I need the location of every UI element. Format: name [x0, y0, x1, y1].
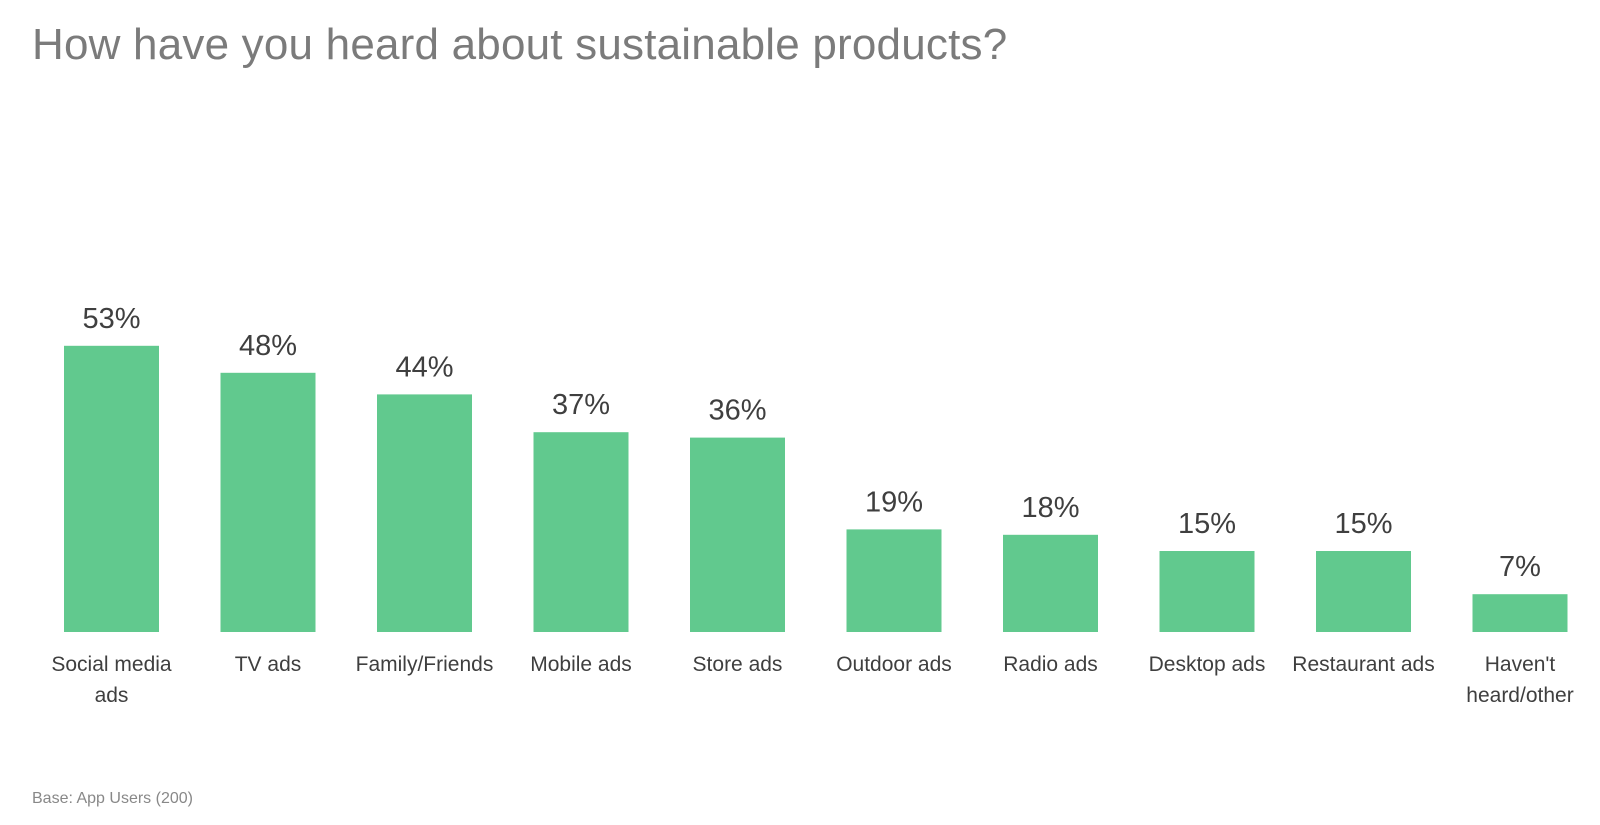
bar	[1472, 594, 1568, 632]
category-label: Radio ads	[1003, 653, 1098, 676]
bar	[1316, 551, 1411, 632]
bar	[690, 437, 785, 632]
base-footnote: Base: App Users (200)	[32, 790, 193, 807]
category-label: Store ads	[693, 653, 783, 676]
bar	[846, 529, 942, 632]
bar	[220, 372, 316, 632]
category-label: Social media ads	[51, 653, 172, 707]
bar	[377, 394, 472, 632]
value-label: 7%	[1499, 551, 1541, 583]
value-label: 36%	[708, 395, 766, 427]
value-label: 19%	[865, 486, 923, 518]
value-label: 18%	[1021, 492, 1079, 524]
bar	[64, 345, 159, 632]
category-label: Haven't heard/other	[1466, 653, 1573, 707]
value-label: 48%	[239, 330, 297, 362]
chart-title: How have you heard about sustainable pro…	[32, 20, 1008, 69]
value-label: 53%	[82, 303, 140, 335]
bar	[533, 432, 629, 632]
category-label: Family/Friends	[356, 653, 494, 676]
bar	[1003, 534, 1098, 632]
value-label: 15%	[1178, 508, 1236, 540]
value-label: 44%	[395, 351, 453, 383]
category-label: TV ads	[235, 653, 302, 676]
value-label: 15%	[1334, 508, 1392, 540]
category-label: Restaurant ads	[1292, 653, 1434, 676]
category-label: Desktop ads	[1149, 653, 1266, 676]
category-label: Outdoor ads	[836, 653, 952, 676]
bar-chart: 53% Social media ads 48% TV ads 44% Family/Fri…	[51, 303, 1573, 707]
bar	[1159, 551, 1255, 632]
category-label: Mobile ads	[530, 653, 632, 676]
value-label: 37%	[552, 389, 610, 421]
